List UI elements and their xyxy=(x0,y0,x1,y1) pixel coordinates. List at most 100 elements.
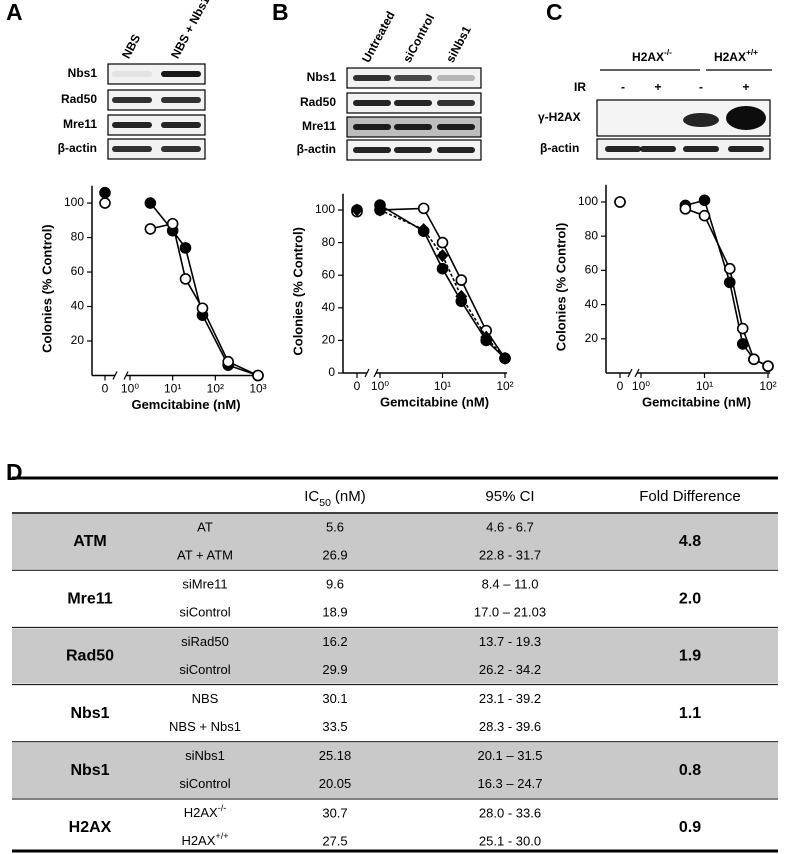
row-shade xyxy=(12,628,778,684)
marker xyxy=(166,217,179,230)
marker xyxy=(374,203,386,217)
header-sub: 50 xyxy=(319,497,331,509)
row-label: AT xyxy=(197,519,213,534)
blot-band xyxy=(161,122,201,128)
x-tick-label: 10³ xyxy=(249,382,266,396)
marker xyxy=(499,351,511,365)
blot-band xyxy=(437,147,475,153)
table-header: Fold Difference xyxy=(639,488,740,505)
fold-difference: 0.8 xyxy=(679,762,701,779)
blot-column-label: NBS + Nbs1 xyxy=(168,0,213,61)
row-label: H2AX-/- xyxy=(184,803,227,820)
panel-label: A xyxy=(6,0,23,25)
axis-break xyxy=(373,368,379,378)
row-label: siControl xyxy=(179,662,230,677)
marker xyxy=(723,262,736,275)
ic50: 18.9 xyxy=(322,605,347,620)
confidence-interval: 25.1 - 30.0 xyxy=(479,833,541,848)
fold-difference: 0.9 xyxy=(679,819,701,836)
blot-row-label: β-actin xyxy=(297,142,336,156)
ic50: 30.7 xyxy=(322,805,347,820)
x-tick-label: 10² xyxy=(496,379,513,393)
y-tick-label: 80 xyxy=(585,228,599,242)
blot-band xyxy=(112,146,152,152)
marker xyxy=(436,262,449,275)
blot-band xyxy=(683,146,719,152)
blot-column-label: siControl xyxy=(400,12,437,65)
row-label: siControl xyxy=(179,605,230,620)
ir-sign: + xyxy=(742,80,749,94)
y-tick-label: 60 xyxy=(71,264,85,278)
x-tick-label: 0 xyxy=(354,379,361,393)
table-header: IC50 (nM) xyxy=(304,488,366,509)
x-tick-label: 0 xyxy=(617,379,624,393)
blot-box xyxy=(107,114,206,136)
marker xyxy=(679,203,692,215)
row-label: NBS + Nbs1 xyxy=(169,719,241,734)
x-tick-label: 10⁰ xyxy=(121,382,139,396)
panel-label: D xyxy=(6,459,23,485)
y-axis-label: Colonies (% Control) xyxy=(290,227,305,356)
ic50: 33.5 xyxy=(322,719,347,734)
blot-band xyxy=(394,147,432,153)
row-label: NBS xyxy=(192,691,219,706)
y-tick-label: 60 xyxy=(322,267,336,281)
marker xyxy=(179,242,192,254)
axis-break xyxy=(634,368,640,378)
axis-break xyxy=(123,371,129,380)
blot-group-label-base: H2AX xyxy=(714,50,746,64)
ir-sign: - xyxy=(621,80,625,94)
marker xyxy=(144,223,157,235)
ic50: 16.2 xyxy=(322,634,347,649)
ic50: 26.9 xyxy=(322,547,347,562)
blot-band xyxy=(112,122,152,128)
blot-band xyxy=(112,71,152,77)
blot-row-label: Mre11 xyxy=(302,119,336,133)
x-tick-label: 10¹ xyxy=(434,379,451,393)
x-tick-label: 0 xyxy=(102,382,109,396)
blot-band xyxy=(394,124,432,130)
confidence-interval: 26.2 - 34.2 xyxy=(479,662,541,677)
fit-line xyxy=(150,222,259,377)
y-tick-label: 0 xyxy=(328,365,335,379)
blot-group-label: H2AX-/- xyxy=(632,47,672,64)
row-label: siNbs1 xyxy=(185,748,225,763)
blot-band xyxy=(161,146,201,152)
fold-difference: 1.1 xyxy=(679,705,701,722)
row-label-base: H2AX xyxy=(184,805,218,820)
marker xyxy=(614,196,626,208)
ic50: 30.1 xyxy=(322,691,347,706)
marker xyxy=(417,202,430,215)
group-name: H2AX xyxy=(69,819,112,836)
y-tick-label: 100 xyxy=(64,195,84,209)
panel-label: B xyxy=(272,0,289,25)
axis-break xyxy=(627,368,633,378)
ic50: 25.18 xyxy=(319,748,352,763)
blot-band xyxy=(728,146,764,152)
blot-band xyxy=(394,75,432,81)
x-tick-label: 10¹ xyxy=(164,382,181,396)
x-axis-label: Gemcitabine (nM) xyxy=(380,394,489,409)
row-label: H2AX+/+ xyxy=(181,831,228,848)
y-tick-label: 20 xyxy=(322,333,336,347)
marker xyxy=(196,302,209,315)
blot-band xyxy=(640,146,676,152)
marker xyxy=(99,197,111,209)
marker xyxy=(455,289,468,303)
marker xyxy=(480,330,493,344)
confidence-interval: 8.4 – 11.0 xyxy=(482,577,539,592)
row-label: siMre11 xyxy=(182,577,227,592)
header-unit: (nM) xyxy=(335,488,366,505)
blot-band xyxy=(353,100,391,106)
marker xyxy=(99,186,111,199)
marker xyxy=(179,273,192,285)
confidence-interval: 28.3 - 39.6 xyxy=(479,719,541,734)
fold-difference: 1.9 xyxy=(679,648,701,665)
blot-band xyxy=(394,100,432,106)
axis-break xyxy=(112,371,118,380)
y-tick-label: 100 xyxy=(578,194,598,208)
row-shade xyxy=(12,742,778,798)
ic50: 20.05 xyxy=(319,776,352,791)
blot-row-label: β-actin xyxy=(58,141,97,155)
